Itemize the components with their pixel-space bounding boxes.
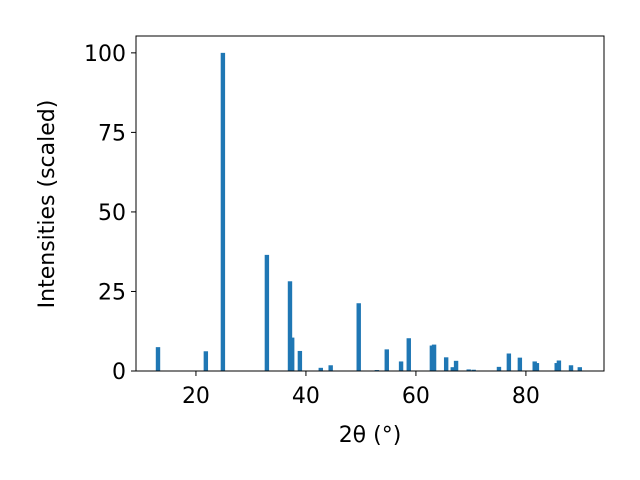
bar (406, 338, 411, 371)
x-tick-label: 80 (512, 384, 540, 409)
bar (534, 363, 540, 371)
bar (155, 347, 161, 371)
bar (443, 357, 449, 371)
bar (203, 351, 209, 371)
y-tick-label: 25 (98, 280, 126, 305)
bar (568, 365, 574, 371)
bar (471, 369, 476, 371)
bar (289, 337, 295, 371)
x-axis-label: 2θ (°) (339, 423, 402, 448)
x-tick-label: 20 (182, 384, 210, 409)
bar (556, 360, 562, 371)
bar (496, 366, 502, 371)
y-tick-label: 75 (98, 121, 126, 146)
plot-frame (135, 35, 605, 372)
bar (297, 350, 303, 371)
bar (577, 367, 583, 371)
bar (517, 357, 523, 371)
x-tick-label: 40 (292, 384, 320, 409)
bar (384, 349, 389, 371)
y-axis-label: Intensities (scaled) (35, 100, 60, 309)
y-tick-label: 0 (112, 360, 126, 385)
bar (356, 303, 361, 371)
bar (264, 254, 270, 371)
bar (220, 52, 226, 371)
bar (318, 367, 323, 371)
bar (506, 353, 512, 371)
bar (450, 367, 455, 371)
y-tick-label: 50 (98, 201, 126, 226)
x-tick-label: 60 (402, 384, 430, 409)
bar (398, 361, 404, 371)
y-tick-label: 100 (84, 42, 126, 67)
bar (431, 344, 437, 371)
bar (328, 365, 333, 371)
bar (287, 281, 293, 371)
bar (453, 360, 459, 371)
bar (466, 369, 471, 371)
